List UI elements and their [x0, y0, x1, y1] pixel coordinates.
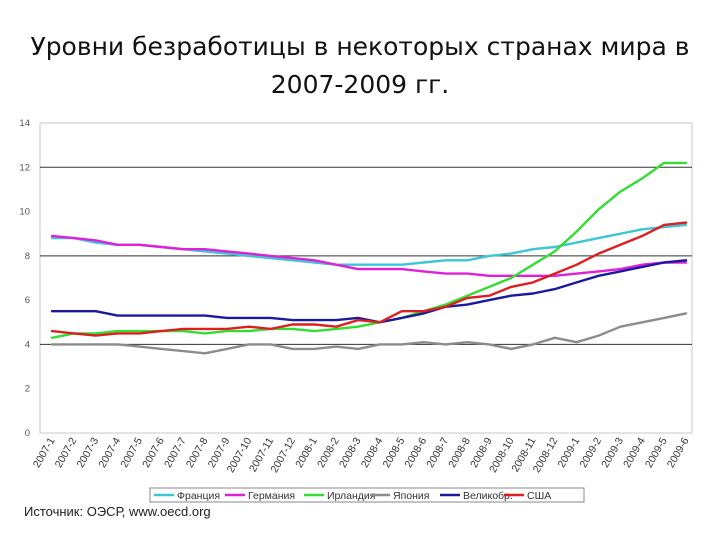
y-tick-label: 14 [19, 118, 30, 129]
series-line-3 [50, 312, 688, 355]
y-tick-label: 8 [25, 251, 30, 262]
legend-label: Франция [177, 490, 220, 502]
y-tick-label: 2 [25, 384, 30, 395]
y-tick-label: 10 [19, 207, 30, 218]
y-tick-label: 4 [25, 339, 30, 350]
y-tick-label: 12 [19, 162, 30, 173]
legend: Франция Германия Ирландия Япония Великобр. СШ… [149, 487, 585, 503]
legend-label: Германия [248, 490, 295, 502]
y-axis: 0 2 4 6 8 10 12 14 [19, 118, 30, 439]
source-note: Источник: ОЭСР, www.oecd.org [24, 504, 211, 519]
x-tick-label: 2009-6 [665, 435, 692, 469]
legend-label: Ирландия [327, 490, 375, 502]
grid-lines [40, 166, 692, 345]
y-tick-label: 6 [25, 295, 30, 306]
series-line-1 [50, 234, 688, 277]
legend-box [149, 487, 585, 503]
series-line-2 [50, 161, 688, 339]
x-axis: 2007-12007-22007-32007-42007-52007-62007… [31, 435, 692, 475]
y-tick-label: 0 [25, 428, 30, 439]
page-title: Уровни безработицы в некоторых странах м… [30, 32, 690, 99]
plot-frame [39, 122, 693, 434]
legend-label: Великобр. [463, 490, 513, 502]
legend-label: Япония [393, 490, 429, 502]
legend-label: США [527, 490, 551, 502]
series-lines [50, 161, 688, 355]
series-line-5 [50, 221, 688, 337]
